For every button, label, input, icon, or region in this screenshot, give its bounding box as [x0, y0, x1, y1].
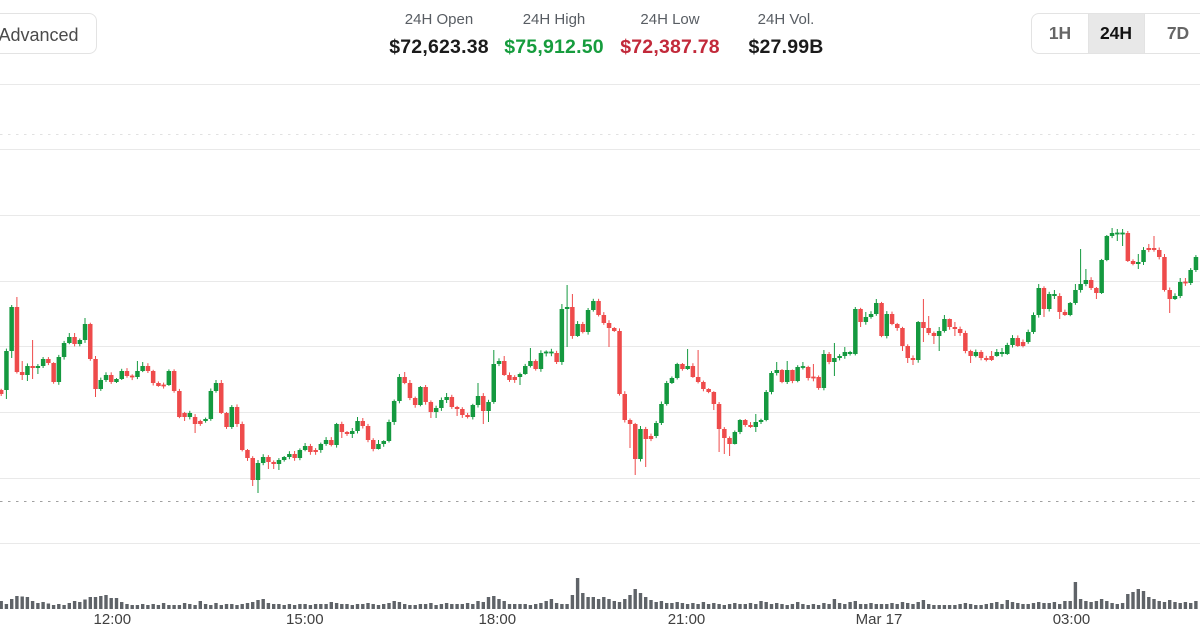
svg-text:15:00: 15:00 [286, 611, 324, 628]
svg-text:12:00: 12:00 [94, 611, 132, 628]
svg-text:Mar 17: Mar 17 [856, 611, 903, 628]
svg-text:21:00: 21:00 [668, 611, 706, 628]
svg-text:03:00: 03:00 [1053, 611, 1091, 628]
svg-text:18:00: 18:00 [479, 611, 517, 628]
